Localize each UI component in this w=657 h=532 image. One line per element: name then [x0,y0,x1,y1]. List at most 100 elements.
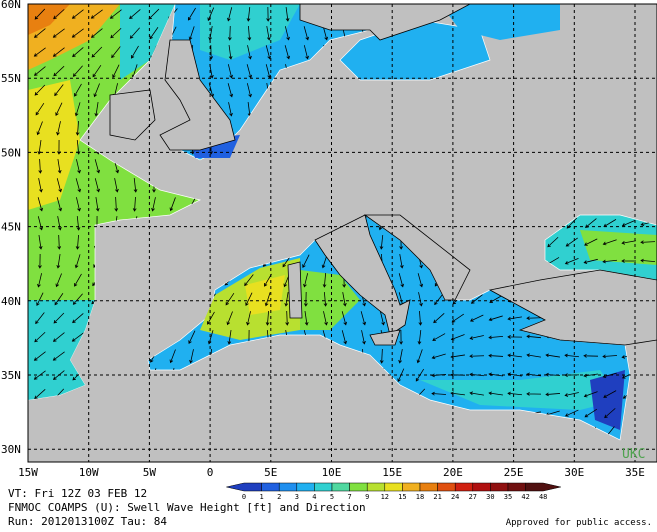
swell-arrow [451,313,465,323]
swell-arrow [36,292,44,306]
swell-arrow [417,273,424,288]
swell-arrow [76,159,81,174]
swell-arrow [583,373,598,378]
colorbar-swatch [454,482,474,492]
approval-note: Approved for public access. [506,518,652,528]
colorbar-label: 2 [277,493,281,501]
swell-arrow [189,349,194,364]
swell-arrow [584,408,598,418]
swell-arrow [431,391,447,396]
swell-arrow [399,329,403,345]
swell-arrow [507,391,523,396]
swell-arrow [399,254,404,269]
swell-arrow [151,197,156,212]
swell-arrow [265,310,270,326]
swell-arrow [507,316,522,321]
swell-arrow [469,354,485,359]
axis-labels: 60N 55N 50N 45N 40N 35N 30N 15W 10W 5W 0 5E 10E 15E 20… [1,0,645,479]
swell-arrow [547,236,559,248]
swell-arrow [284,26,290,41]
colorbar-swatch [419,482,438,492]
swell-arrow [53,312,65,324]
colorbar-label: 27 [469,493,477,501]
land-masses [109,4,657,346]
swell-arrow [52,332,65,342]
swell-arrow [621,259,637,263]
colorbar-label: 30 [486,493,494,501]
swell-arrow [621,219,636,227]
swell-arrow [418,292,423,307]
swell-arrow [584,218,597,228]
map-frame [27,3,657,463]
swell-arrow [322,26,329,41]
swell-arrow [38,178,43,193]
swell-arrow [247,45,252,60]
colorbar-swatch [278,482,298,492]
colorbar-label: 12 [381,493,389,501]
swell-arrow [228,45,233,60]
swell-arrow [564,409,579,417]
swell-arrow [507,353,522,358]
swell-arrow [75,178,82,193]
product-title: FNMOC COAMPS (U): Swell Wave Height [ft]… [8,501,366,514]
colorbar-swatch [366,482,386,492]
swell-arrow [74,83,82,97]
swell-arrow [433,313,445,324]
swell-arrow [188,330,196,345]
lon-label: 10W [79,466,99,479]
lat-label: 50N [1,146,21,159]
swell-arrow [35,312,45,325]
lat-label: 30N [1,443,21,456]
swell-arrow [207,7,215,22]
swell-arrow [342,292,347,307]
swell-arrow [132,196,137,212]
swell-arrow [302,254,310,268]
swell-arrow [602,259,618,264]
swell-arrow [33,28,46,38]
swell-arrow [57,234,62,250]
swell-arrow [264,292,271,307]
swell-arrow [304,311,309,326]
swell-arrow [227,7,233,22]
swell-arrow [526,334,542,339]
colorbar-swatch [490,482,509,492]
swell-arrow [284,292,289,307]
swell-arrow [604,408,616,419]
swell-arrow [526,353,541,358]
swell-arrow [564,257,579,265]
swell-arrow [507,335,523,339]
swell-arrow [266,6,270,22]
swell-arrow [469,335,484,340]
swell-arrow [94,159,101,174]
swell-arrow [37,197,44,212]
colorbar-swatch [384,482,403,492]
swell-arrow [564,353,580,358]
swell-arrow [72,313,84,324]
swell-arrow [57,159,62,174]
swell-arrow [56,178,62,193]
lon-label: 35E [625,466,645,479]
colorbar-label: 0 [242,493,246,501]
swell-arrow [53,9,65,20]
swell-arrow [114,178,119,193]
swell-arrow [398,273,405,288]
swell-arrow [266,26,271,41]
swell-arrow [34,331,46,343]
swell-arrow [285,310,290,326]
run-info: Run: 2012013100Z Tau: 84 [8,515,167,528]
swell-arrow [226,311,233,326]
swell-arrow [90,9,103,19]
swell-arrow [72,47,84,58]
swell-arrow [227,64,233,79]
colorbar-label: 42 [521,493,529,501]
colorbar-swatch [261,482,280,492]
lon-label: 5E [264,466,277,479]
swell-arrow [545,392,561,397]
swell-arrow [303,45,309,60]
colorbar-swatch [314,482,333,492]
black-sea-swell [544,214,657,281]
swell-arrow [602,354,618,359]
swell-arrow [187,7,196,21]
swell-arrow [323,291,328,307]
